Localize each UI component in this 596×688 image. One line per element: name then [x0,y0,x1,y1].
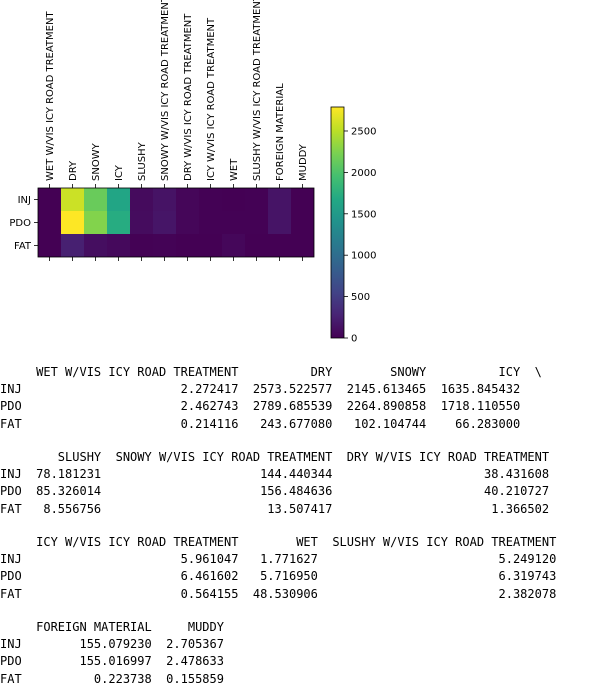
x-tick-label: FOREIGN MATERIAL [275,83,286,181]
table-row: INJ 5.961047 1.771627 5.249120 [0,551,556,568]
x-tick-label: MUDDY [298,143,309,181]
x-tick-label: DRY W/VIS ICY ROAD TREATMENT [183,13,194,181]
table-row: FAT 0.214116 243.677080 102.104744 66.28… [0,416,542,433]
heatmap-cell [153,188,176,211]
table-text: FOREIGN MATERIAL MUDDY INJ 155.079230 2.7… [0,619,224,688]
table-header-row: SLUSHY SNOWY W/VIS ICY ROAD TREATMENT DR… [0,449,549,466]
table-row: FAT 0.564155 48.530906 2.382078 [0,586,556,603]
colorbar-tick-label: 1500 [351,209,376,220]
heatmap-cell [61,188,84,211]
heatmap-cell [61,234,84,257]
table-header-row: FOREIGN MATERIAL MUDDY [0,619,224,636]
table-row: PDO 2.462743 2789.685539 2264.890858 171… [0,398,542,415]
colorbar [331,107,344,338]
colorbar-tick-label: 500 [351,292,370,303]
y-tick-label: INJ [18,195,31,206]
heatmap-cell [38,188,61,211]
table-text: WET W/VIS ICY ROAD TREATMENT DRY SNOWY I… [0,364,542,433]
heatmap-cell [107,188,130,211]
table-row: PDO 155.016997 2.478633 [0,653,224,670]
table-block: WET W/VIS ICY ROAD TREATMENT DRY SNOWY I… [0,364,542,433]
heatmap-cell [130,188,153,211]
x-tick-label: SNOWY W/VIS ICY ROAD TREATMENT [160,0,171,181]
x-tick-label: ICY [114,164,125,181]
heatmap-cell [222,188,245,211]
heatmap-cell [222,234,245,257]
heatmap-cell [176,188,199,211]
x-tick-label: ICY W/VIS ICY ROAD TREATMENT [206,17,217,181]
heatmap-figure: WET W/VIS ICY ROAD TREATMENT DRY SNOWY ICY S… [0,0,596,345]
heatmap-cell [222,211,245,234]
table-block: ICY W/VIS ICY ROAD TREATMENT WET SLUSHY … [0,534,556,603]
x-tick-label: SLUSHY W/VIS ICY ROAD TREATMENT [252,0,263,181]
heatmap-cell [107,211,130,234]
heatmap-cell [84,188,107,211]
x-tick-label: WET [229,158,240,181]
heatmap-cell [38,211,61,234]
table-row: INJ 155.079230 2.705367 [0,636,224,653]
heatmap-cells [38,188,314,257]
x-tick-label: WET W/VIS ICY ROAD TREATMENT [45,11,56,181]
heatmap-cell [84,234,107,257]
y-axis-ticks: INJ PDO FAT [9,195,38,252]
colorbar-tick-label: 2000 [351,168,376,179]
heatmap-cell [291,188,314,211]
table-header-row: ICY W/VIS ICY ROAD TREATMENT WET SLUSHY … [0,534,556,551]
heatmap-cell [61,211,84,234]
heatmap-cell [107,234,130,257]
heatmap-cell [199,234,222,257]
table-block: SLUSHY SNOWY W/VIS ICY ROAD TREATMENT DR… [0,449,549,518]
heatmap-cell [38,234,61,257]
heatmap-cell [153,211,176,234]
heatmap-cell [84,211,107,234]
table-block: FOREIGN MATERIAL MUDDY INJ 155.079230 2.7… [0,619,224,688]
heatmap-cell [291,234,314,257]
heatmap-cell [268,188,291,211]
colorbar-ticks: 0 500 1000 1500 2000 2500 [344,126,376,344]
heatmap-cell [268,211,291,234]
table-text: SLUSHY SNOWY W/VIS ICY ROAD TREATMENT DR… [0,449,549,518]
heatmap-cell [153,234,176,257]
table-row: FAT 8.556756 13.507417 1.366502 [0,501,549,518]
x-tick-label: SNOWY [91,142,102,181]
table-row: PDO 6.461602 5.716950 6.319743 [0,568,556,585]
table-row: PDO 85.326014 156.484636 40.210727 [0,483,549,500]
heatmap-cell [176,211,199,234]
heatmap-cell [291,211,314,234]
heatmap-cell [130,211,153,234]
colorbar-tick-label: 0 [351,334,357,345]
heatmap-cell [245,211,268,234]
x-tick-label: SLUSHY [137,141,148,181]
heatmap-cell [245,234,268,257]
colorbar-tick-label: 2500 [351,126,376,137]
heatmap-cell [176,234,199,257]
table-row: FAT 0.223738 0.155859 [0,671,224,688]
table-row: INJ 78.181231 144.440344 38.431608 [0,466,549,483]
heatmap-cell [245,188,268,211]
heatmap-cell [130,234,153,257]
heatmap-cell [199,211,222,234]
y-tick-label: PDO [9,218,31,229]
x-tick-label: DRY [68,160,79,181]
table-text: ICY W/VIS ICY ROAD TREATMENT WET SLUSHY … [0,534,556,603]
heatmap-cell [199,188,222,211]
y-tick-label: FAT [14,241,32,252]
heatmap-cell [268,234,291,257]
table-header-row: WET W/VIS ICY ROAD TREATMENT DRY SNOWY I… [0,364,542,381]
table-row: INJ 2.272417 2573.522577 2145.613465 163… [0,381,542,398]
colorbar-tick-label: 1000 [351,251,376,262]
